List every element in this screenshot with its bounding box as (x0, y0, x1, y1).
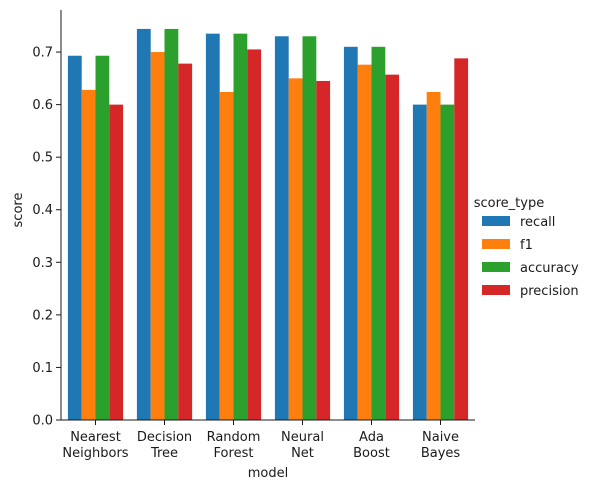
y-axis-title: score (11, 193, 26, 228)
legend: score_type recall f1 accuracy precision (474, 196, 579, 299)
bar-f1-5 (426, 92, 441, 420)
bar-precision-5 (454, 58, 469, 420)
bar-recall-1 (136, 28, 151, 421)
y-tick-label: 0.3 (32, 256, 53, 271)
legend-swatch-recall (482, 216, 510, 226)
bars-layer (67, 28, 469, 421)
legend-swatch-f1 (482, 239, 510, 249)
x-tick-label: Naive Bayes (421, 430, 461, 461)
legend-label-precision: precision (520, 284, 579, 299)
y-tick-label: 0.4 (32, 203, 53, 218)
bar-f1-2 (219, 92, 234, 420)
legend-label-recall: recall (520, 215, 555, 230)
bar-recall-3 (274, 36, 289, 421)
bar-accuracy-2 (233, 33, 248, 421)
bar-f1-1 (150, 52, 165, 421)
bar-f1-3 (288, 78, 303, 420)
bar-f1-4 (357, 64, 372, 421)
y-tick-label: 0.1 (32, 361, 53, 376)
x-tick-label: Nearest Neighbors (62, 430, 128, 461)
x-axis: Nearest Neighbors Decision Tree Random Forest… (61, 419, 475, 461)
y-tick-label: 0.0 (32, 414, 53, 429)
bar-recall-4 (343, 46, 358, 421)
legend-swatch-precision (482, 285, 510, 295)
y-axis: 0.0 0.1 0.2 0.3 0.4 0.5 0.6 0.7 (32, 10, 62, 429)
bar-precision-4 (385, 74, 400, 421)
bar-precision-2 (247, 49, 262, 421)
legend-title: score_type (474, 196, 544, 211)
legend-label-accuracy: accuracy (520, 261, 579, 276)
bar-recall-5 (412, 104, 427, 420)
bar-recall-0 (67, 55, 82, 420)
bar-f1-0 (81, 89, 96, 421)
y-tick-label: 0.5 (32, 151, 53, 166)
bar-recall-2 (205, 33, 220, 421)
y-tick-label: 0.6 (32, 98, 53, 113)
bar-accuracy-3 (302, 36, 317, 421)
bar-accuracy-4 (371, 46, 386, 421)
bar-precision-0 (109, 104, 124, 420)
x-axis-title: model (248, 466, 288, 481)
x-tick-label: Decision Tree (137, 430, 192, 461)
bar-accuracy-1 (164, 28, 179, 421)
x-tick-label: Random Forest (207, 430, 261, 461)
legend-label-f1: f1 (520, 238, 533, 253)
bar-accuracy-5 (440, 104, 455, 420)
y-tick-label: 0.7 (32, 46, 53, 61)
bar-precision-3 (316, 80, 331, 420)
legend-swatch-accuracy (482, 262, 510, 272)
x-tick-label: Ada Boost (353, 430, 390, 461)
x-tick-label: Neural Net (281, 430, 324, 461)
bar-precision-1 (178, 63, 193, 420)
bar-accuracy-0 (95, 55, 110, 420)
legend-items: recall f1 accuracy precision (482, 215, 579, 299)
y-tick-label: 0.2 (32, 308, 53, 323)
